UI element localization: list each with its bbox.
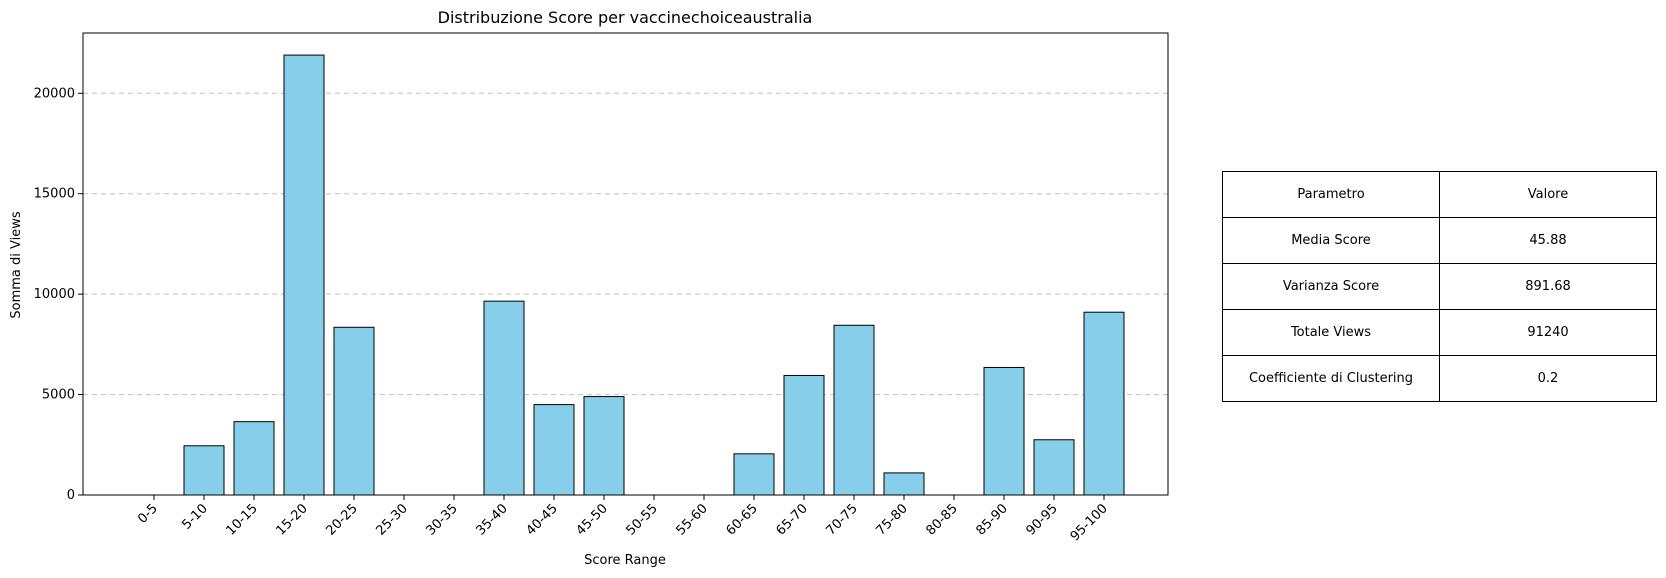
stats-table: Parametro Valore Media Score 45.88 Varia… [1222,171,1657,402]
x-tick-label: 90-95 [1024,501,1061,538]
x-tick-label: 85-90 [974,501,1011,538]
plot-frame [82,32,1169,496]
table-row: Varianza Score 891.68 [1222,263,1657,310]
x-tick-label: 20-25 [324,501,361,538]
bar [733,453,775,496]
x-tick-label: 0-5 [135,501,161,527]
header-value: Valore [1439,171,1657,218]
x-ticks: 0-5 5-10 10-15 15-20 20-25 25-30 30-35 35-40 40-… [135,495,1111,544]
bar [883,472,925,496]
score-distribution-chart: Distribuzione Score per vaccinechoiceaus… [9,8,1169,568]
x-tick-label: 45-50 [574,501,611,538]
table-row: Totale Views 91240 [1222,309,1657,356]
table-row: Media Score 45.88 [1222,217,1657,264]
table-row: Coefficiente di Clustering 0.2 [1222,355,1657,402]
y-tick-label: 0 [67,488,75,503]
x-tick-label: 50-55 [624,501,661,538]
x-tick-label: 10-15 [224,501,261,538]
bar [833,324,875,496]
x-tick-label: 70-75 [824,501,861,538]
row-value: 45.88 [1439,217,1657,264]
bar [583,396,625,496]
bar [283,54,325,496]
x-tick-label: 75-80 [874,501,911,538]
bar [233,421,275,496]
x-tick-label: 65-70 [774,501,811,538]
x-tick-label: 25-30 [374,501,411,538]
x-tick-label: 60-65 [724,501,761,538]
x-axis-label: Score Range [584,553,666,568]
x-tick-label: 5-10 [179,501,210,532]
bar [533,404,575,496]
header-param: Parametro [1222,171,1440,218]
x-tick-label: 55-60 [674,501,711,538]
row-param: Totale Views [1222,309,1440,356]
bar [1083,311,1125,496]
bar [783,374,825,496]
y-tick-label: 10000 [34,287,75,302]
x-tick-label: 80-85 [924,501,961,538]
y-tick-label: 15000 [34,187,75,202]
bar [183,445,225,496]
bars [183,54,1125,496]
chart-title: Distribuzione Score per vaccinechoiceaus… [438,8,813,27]
stats-table-header: Parametro Valore [1222,171,1657,218]
row-param: Media Score [1222,217,1440,264]
y-axis-label: Somma di Views [9,211,24,318]
x-tick-label: 40-45 [524,501,561,538]
row-param: Coefficiente di Clustering [1222,355,1440,402]
bar [333,326,375,496]
row-value: 0.2 [1439,355,1657,402]
x-tick-label: 95-100 [1068,501,1111,544]
x-tick-label: 15-20 [274,501,311,538]
x-tick-label: 35-40 [474,501,511,538]
gridlines [83,92,1168,396]
bar [983,366,1025,496]
y-tick-label: 20000 [34,86,75,101]
y-ticks: 0 5000 10000 15000 20000 [34,86,83,503]
row-value: 891.68 [1439,263,1657,310]
bar [1033,439,1075,496]
y-tick-label: 5000 [42,388,75,403]
row-param: Varianza Score [1222,263,1440,310]
x-tick-label: 30-35 [424,501,461,538]
row-value: 91240 [1439,309,1657,356]
bar [483,300,525,496]
